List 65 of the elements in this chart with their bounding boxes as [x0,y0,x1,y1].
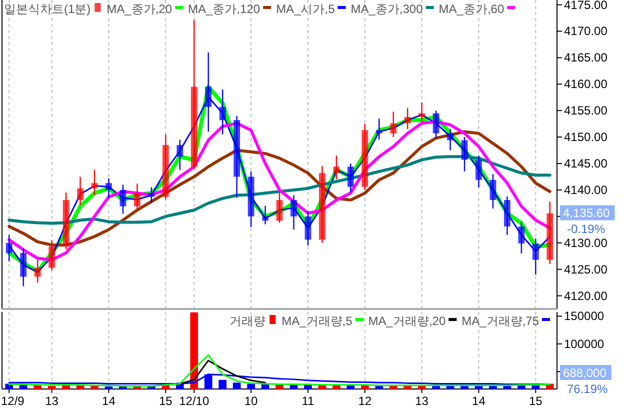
candlestick [476,154,482,188]
candlestick [148,186,155,204]
x-tick-label: 12/10 [179,394,210,408]
text: 76.19% [567,382,608,396]
x-tick-label: 14 [102,394,116,408]
y-tick-label: 4145.00 [564,156,608,170]
y-tick-label: 4175.00 [564,0,608,12]
legend-label: MA_시가,5 [276,2,336,16]
candlestick [134,183,140,212]
x-tick-label: 15 [158,394,173,408]
x-tick-label: 12 [358,394,372,408]
line-series [179,360,266,384]
text: 4,135.60 [563,206,610,220]
x-tick-label: 12/9 [1,394,25,408]
text: 688,000 [563,366,607,380]
legend-label: MA_거래량,75 [462,314,540,328]
candlestick [404,107,411,130]
legend-label: MA_거래량,20 [368,314,446,328]
candlestick [106,178,112,198]
legend-label: 거래량 [230,314,266,328]
x-tick-label: 10 [244,394,258,408]
candlestick [347,162,354,194]
y-tick-label: 4150.00 [564,130,608,144]
y-tick-label: 4160.00 [564,77,608,92]
candlestick [176,139,184,170]
legend-label: MA_종가,300 [350,2,424,16]
candlestick [290,194,297,230]
legend-label: 일본식차트(1분) [4,2,91,16]
line-series [8,354,551,387]
candlestick [304,210,312,246]
candlestick [390,111,397,138]
y-tick-label: 4120.00 [564,288,608,303]
candlestick [432,110,440,139]
legend-label: MA_종가,120 [188,2,260,16]
candlestick [518,221,525,254]
legend-label: MA_거래량,5 [282,314,353,328]
candlestick [461,136,468,172]
candlestick [34,259,41,284]
candlestick [447,128,454,151]
candlestick [276,192,283,224]
x-tick-label: 13 [45,394,59,408]
x-tick-label: 13 [415,394,429,408]
y-tick-label: 4140.00 [564,182,608,197]
x-tick-label: 14 [472,394,486,408]
y-tick-label: 4165.00 [564,50,608,65]
y-tick-label: 4170.00 [564,24,608,38]
x-tick-label: 15 [528,394,543,408]
x-tick-label: 11 [302,394,315,408]
candlestick [262,205,268,225]
candlestick [490,173,496,210]
candlestick [77,176,84,206]
text: -0.19% [567,222,606,236]
candlestick [418,102,426,122]
legend-label: MA_종가,20 [106,2,172,16]
candlestick [120,184,126,214]
y-tick-label: 150000 [564,309,604,324]
y-tick-label: 4130.00 [564,236,608,250]
y-tick-label: 4125.00 [564,262,608,276]
legend-label: MA_종가,60 [438,2,504,16]
y-tick-label: 4155.00 [564,104,608,118]
candlestick [333,154,340,180]
candlestick [91,169,98,196]
candlestick [48,240,56,271]
candlestick [376,118,382,140]
y-tick-label: 100000 [564,336,604,351]
